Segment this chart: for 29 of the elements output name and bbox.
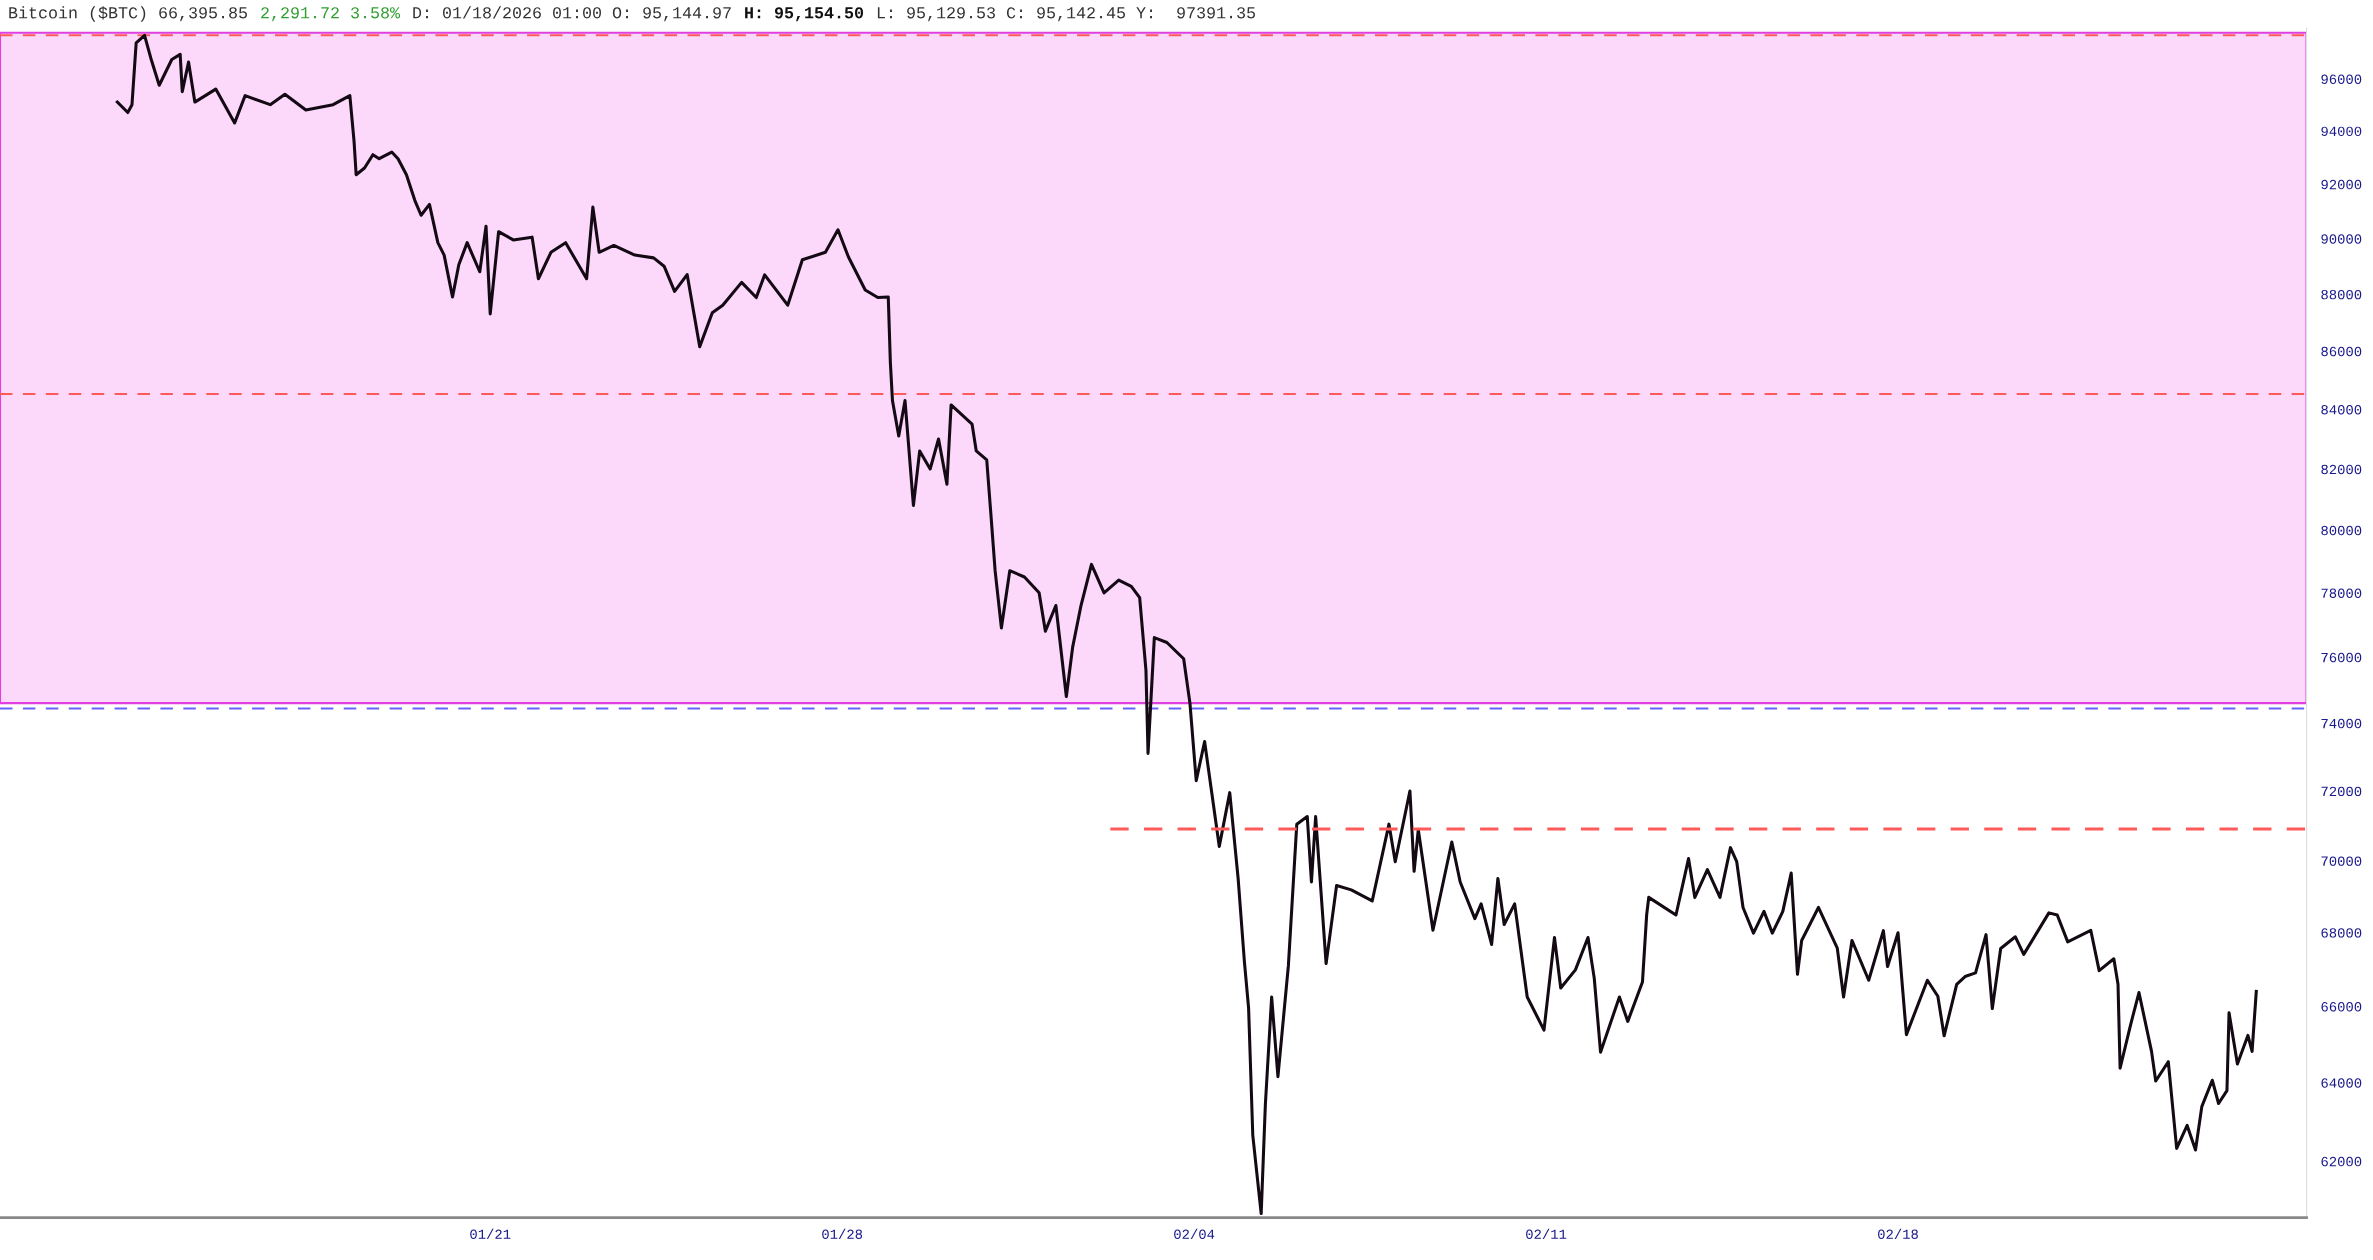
text: L: 95,129.53 C: 95,142.45 Y: 97391.35 bbox=[877, 7, 1255, 22]
y-tick-label: 66000 bbox=[2321, 1002, 2362, 1012]
y-tick-label: 86000 bbox=[2321, 346, 2362, 357]
y-tick-label: 74000 bbox=[2321, 718, 2362, 729]
line-series bbox=[115, 33, 2258, 1216]
x-tick-label: 02/04 bbox=[1174, 1228, 1215, 1239]
y-tick-label: 84000 bbox=[2321, 405, 2362, 415]
y-tick-label: 88000 bbox=[2321, 289, 2362, 300]
x-tick-label: 02/18 bbox=[1878, 1228, 1918, 1239]
y-tick-label: 64000 bbox=[2321, 1078, 2362, 1088]
x-tick-label: 01/28 bbox=[822, 1228, 863, 1239]
y-tick-label: 70000 bbox=[2321, 856, 2362, 866]
text: 2,291.72 3.58% bbox=[261, 7, 401, 22]
text: H: 95,154.50 bbox=[745, 7, 864, 22]
y-tick-label: 68000 bbox=[2321, 928, 2362, 938]
y-tick-label: 78000 bbox=[2321, 588, 2362, 598]
y-tick-label: 92000 bbox=[2321, 179, 2362, 190]
y-tick-label: 80000 bbox=[2321, 525, 2362, 536]
chart-title: Bitcoin ($BTC) 66,395.85 bbox=[9, 6, 247, 22]
y-tick-label: 62000 bbox=[2321, 1156, 2362, 1167]
y-tick-label: 90000 bbox=[2321, 234, 2362, 244]
y-tick-label: 72000 bbox=[2321, 786, 2362, 797]
y-tick-label: 96000 bbox=[2321, 74, 2362, 84]
y-tick-label: 94000 bbox=[2321, 126, 2362, 137]
x-tick-label: 02/11 bbox=[1526, 1228, 1567, 1239]
x-tick-label: 01/21 bbox=[470, 1228, 511, 1239]
text: D: 01/18/2026 01:00 O: 95,144.97 bbox=[413, 6, 731, 22]
y-tick-label: 82000 bbox=[2321, 464, 2362, 475]
y-tick-label: 76000 bbox=[2321, 652, 2362, 663]
